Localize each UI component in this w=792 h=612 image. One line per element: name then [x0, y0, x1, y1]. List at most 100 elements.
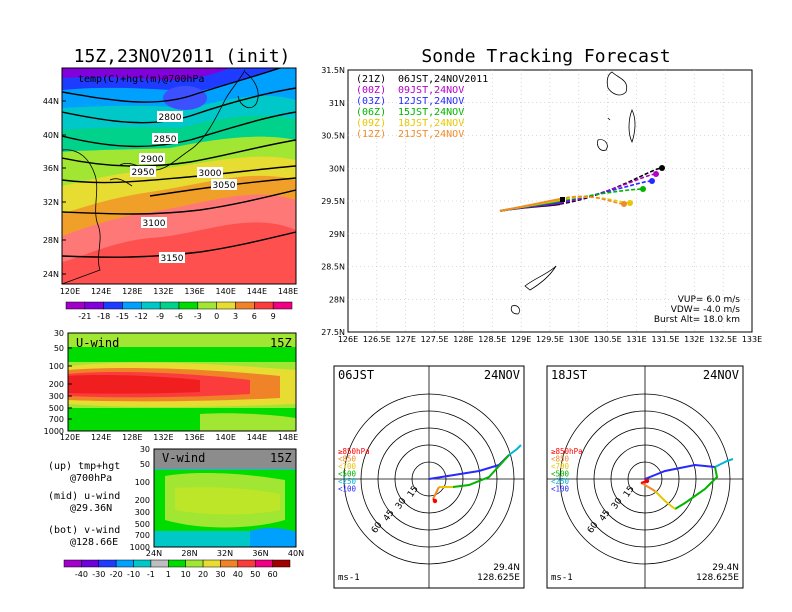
u-lon-tick: 144E [247, 433, 267, 442]
polar-level-label: <700 [338, 462, 357, 471]
temp-lat-tick: 44N [43, 97, 59, 106]
track-lat-tick: 30N [329, 164, 345, 173]
svg-text:2900: 2900 [141, 155, 164, 165]
temp-lon-tick: 148E [278, 287, 298, 296]
polar-date: 24NOV [703, 368, 739, 382]
temp-colorbar-label: 6 [252, 312, 257, 321]
u-lon-tick: 124E [91, 433, 111, 442]
temp-lat-tick: 24N [43, 270, 59, 279]
v-lat-tick: 36N [252, 549, 268, 558]
temp-lat-tick: 36N [43, 164, 59, 173]
svg-text:2950: 2950 [132, 168, 155, 178]
contour-label: 2850 [152, 133, 178, 145]
u-pressure-tick: 100 [49, 362, 64, 371]
v-pressure-tick: 500 [135, 520, 150, 529]
v-colorbar-label: -20 [110, 570, 123, 579]
v-colorbar-cell [63, 559, 82, 568]
track-lon-tick: 128E [453, 335, 473, 344]
v-colorbar-label: 50 [250, 570, 260, 579]
track-legend-code: (03Z) [356, 96, 386, 107]
svg-text:3050: 3050 [213, 181, 236, 191]
track-lon-tick: 132E [684, 335, 704, 344]
right-title: Sonde Tracking Forecast [421, 46, 670, 67]
contour-label: 3050 [211, 179, 237, 191]
track-legend-code: (12Z) [356, 129, 386, 140]
track-legend-text: 15JST,24NOV [398, 107, 464, 118]
track-lat-tick: 28N [329, 295, 345, 304]
track-legend-text: 09JST,24NOV [398, 85, 464, 96]
hodograph-segment [714, 458, 734, 468]
polar-lat: 29.4N [712, 563, 739, 573]
v-wind-label: V-wind [162, 451, 205, 465]
track-panel: (21Z) 06JST,24NOV2011 (00Z) 09JST,24NOV (03Z… [321, 66, 762, 344]
v-pressure-tick: 700 [135, 531, 150, 540]
temp-colorbar-label: -3 [194, 312, 202, 321]
track-lat-tick: 31.5N [321, 66, 345, 75]
temp-colorbar-cell [103, 301, 123, 310]
temp-colorbar-label: 3 [233, 312, 238, 321]
v-pressure-tick: 30 [140, 445, 150, 454]
v-colorbar-label: 1 [166, 570, 171, 579]
v-colorbar-label: 60 [268, 570, 278, 579]
track-param: VUP= 6.0 m/s [678, 295, 741, 305]
v-wind-time: 15Z [270, 451, 292, 465]
temp-colorbar-cell [65, 301, 86, 310]
v-colorbar-label: 10 [181, 570, 191, 579]
temp-map-label: temp(C)+hgt(m)@700hPa [78, 74, 204, 85]
temp-colorbar-cell [254, 301, 274, 310]
track-legend-code: (21Z) [356, 74, 386, 85]
track-lon-tick: 132.5E [709, 335, 737, 344]
temp-colorbar-label: -21 [78, 312, 91, 321]
track-lat-tick: 28.5N [321, 263, 345, 272]
v-colorbar-cell [237, 559, 256, 568]
polar-level-label: <500 [551, 470, 570, 479]
u-lon-tick: 136E [184, 433, 204, 442]
track-dashed-line [559, 167, 663, 205]
track-lat-tick: 31N [329, 99, 345, 108]
polar-lon: 128.625E [696, 573, 739, 583]
track-end-point [621, 201, 627, 207]
v-lat-tick: 32N [217, 549, 233, 558]
temp-colorbar-label: 9 [271, 312, 276, 321]
svg-text:3100: 3100 [143, 219, 166, 229]
v-colorbar-cell [254, 559, 273, 568]
note-mid-1: (mid) u-wind [48, 491, 120, 502]
track-end-point [640, 186, 646, 192]
u-pressure-tick: 500 [49, 404, 64, 413]
v-colorbar-label: -40 [75, 570, 88, 579]
polar-lat: 29.4N [493, 563, 520, 573]
hodograph-segment [452, 454, 510, 488]
temp-colorbar-cell [216, 301, 236, 310]
contour-label: 3100 [141, 217, 167, 229]
v-lat-tick: 40N [288, 549, 304, 558]
contour-label: 3000 [197, 167, 223, 179]
track-lon-tick: 130.5E [594, 335, 622, 344]
track-end-point [627, 200, 633, 206]
u-pressure-tick: 200 [49, 380, 64, 389]
polar-unit: ms-1 [338, 573, 360, 583]
hodograph-end-point [432, 498, 438, 504]
hodograph-end-point [644, 478, 650, 484]
temp-lat-tick: 40N [43, 131, 59, 140]
track-lon-tick: 129.5E [536, 335, 564, 344]
temp-colorbar-cell [159, 301, 180, 310]
v-lat-tick: 24N [146, 549, 162, 558]
track-lon-tick: 127.5E [421, 335, 449, 344]
track-lon-tick: 126E [338, 335, 358, 344]
track-lon-tick: 127E [396, 335, 416, 344]
hodograph-segment [674, 466, 719, 510]
u-lon-tick: 140E [216, 433, 236, 442]
track-end-point [659, 165, 665, 171]
polar-date: 24NOV [484, 368, 520, 382]
track-launch-marker [560, 197, 565, 202]
temp-colorbar-label: -12 [135, 312, 148, 321]
u-wind-label: U-wind [76, 336, 119, 350]
v-colorbar-cell [202, 559, 221, 568]
track-lon-tick: 133E [742, 335, 762, 344]
v-colorbar-label: -30 [92, 570, 105, 579]
svg-text:3150: 3150 [161, 254, 184, 264]
temp-colorbar-cell [84, 301, 104, 310]
temp-colorbar-label: -6 [175, 312, 183, 321]
u-pressure-tick: 300 [49, 392, 64, 401]
v-colorbar-label: 20 [198, 570, 208, 579]
